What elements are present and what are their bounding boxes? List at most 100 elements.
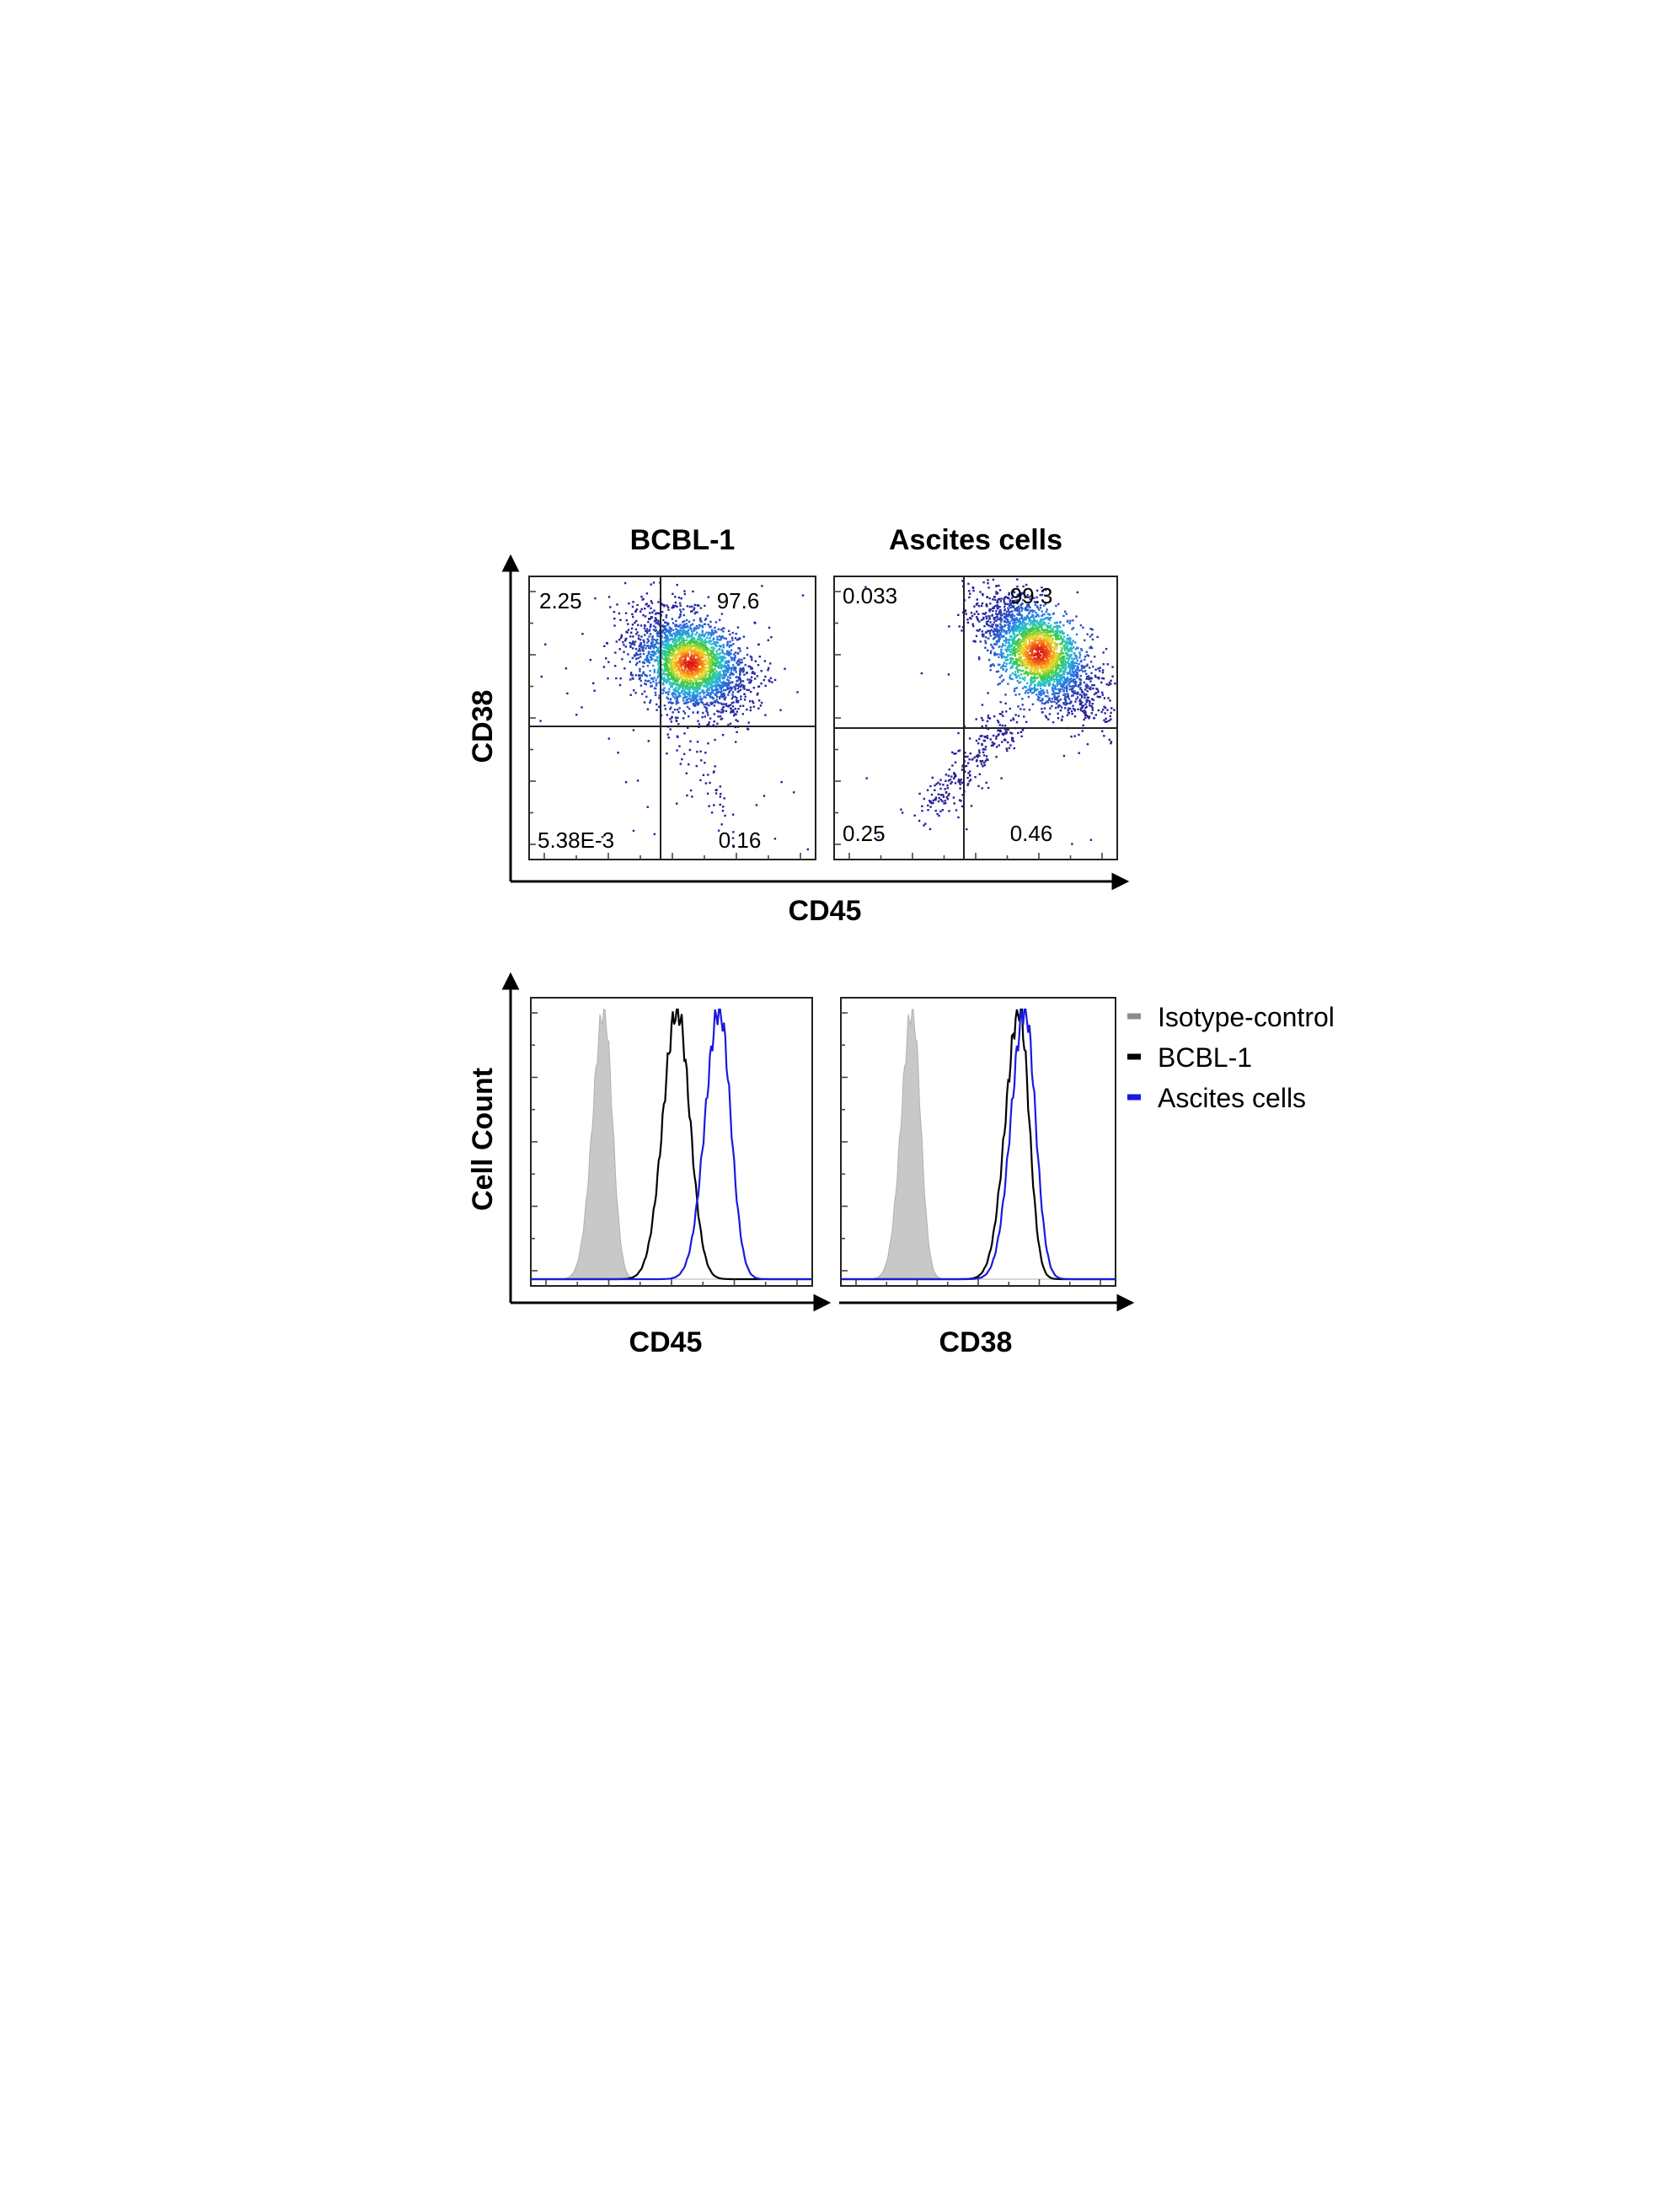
- event-dot: [1054, 653, 1057, 656]
- event-dot: [1055, 663, 1058, 666]
- event-dot: [709, 671, 713, 673]
- event-dot: [709, 659, 711, 661]
- event-dot: [1017, 628, 1019, 630]
- event-dot: [665, 651, 667, 654]
- event-dot: [651, 636, 654, 639]
- event-dot: [1054, 671, 1057, 673]
- event-dot: [1050, 639, 1052, 641]
- event-dot: [1002, 652, 1004, 655]
- event-dot: [1097, 667, 1100, 670]
- event-dot: [1048, 664, 1051, 667]
- event-dot: [702, 690, 704, 694]
- event-dot: [998, 612, 1001, 615]
- event-dot: [1004, 640, 1008, 644]
- event-dot: [674, 687, 677, 689]
- event-dot: [1052, 650, 1055, 653]
- event-dot: [694, 672, 697, 675]
- event-dot: [1104, 720, 1107, 723]
- event-dot: [1068, 643, 1071, 645]
- event-dot: [656, 677, 659, 679]
- event-dot: [698, 701, 700, 704]
- event-dot: [716, 672, 719, 676]
- event-dot: [634, 628, 638, 631]
- event-dot: [670, 629, 672, 633]
- event-dot: [1081, 701, 1084, 704]
- event-dot: [1052, 690, 1055, 693]
- event-dot: [1061, 688, 1064, 690]
- event-dot: [699, 636, 702, 639]
- event-dot: [701, 666, 704, 668]
- event-dot: [677, 624, 679, 628]
- event-dot: [1073, 692, 1075, 695]
- event-dot: [1084, 684, 1088, 688]
- event-dot: [1037, 680, 1041, 683]
- event-dot: [1015, 599, 1018, 602]
- event-dot: [1012, 605, 1015, 608]
- event-dot: [1040, 643, 1042, 645]
- event-dot: [635, 657, 638, 661]
- event-dot: [987, 629, 990, 632]
- event-dot: [1028, 688, 1031, 690]
- event-dot: [652, 664, 655, 667]
- event-dot: [1019, 632, 1021, 635]
- event-dot: [1040, 636, 1042, 640]
- event-dot: [998, 676, 1001, 678]
- event-dot: [1101, 671, 1105, 674]
- event-dot: [685, 619, 688, 622]
- event-dot: [1068, 640, 1072, 642]
- event-dot: [688, 676, 690, 678]
- event-dot: [678, 674, 682, 677]
- event-dot: [1053, 700, 1056, 703]
- event-dot: [1030, 667, 1032, 669]
- event-dot: [632, 635, 634, 638]
- event-dot: [693, 668, 695, 671]
- event-dot: [718, 691, 721, 694]
- event-dot: [648, 646, 650, 650]
- event-dot: [985, 603, 988, 606]
- event-dot: [691, 665, 693, 668]
- event-dot: [741, 684, 744, 687]
- event-dot: [806, 848, 809, 851]
- event-dot: [735, 741, 737, 743]
- event-dot: [716, 666, 720, 668]
- event-dot: [714, 653, 716, 656]
- event-dot: [694, 704, 697, 706]
- x-ticks: [543, 853, 801, 860]
- event-dot: [663, 677, 666, 679]
- event-dot: [696, 651, 698, 654]
- event-dot: [663, 667, 666, 670]
- event-dot: [995, 619, 998, 622]
- event-dot: [708, 642, 710, 645]
- event-dot: [681, 668, 684, 671]
- event-dot: [666, 642, 669, 645]
- event-dot: [623, 644, 625, 646]
- event-dot: [682, 669, 684, 672]
- event-dot: [685, 772, 688, 774]
- event-dot: [734, 686, 736, 688]
- event-dot: [679, 608, 682, 611]
- event-dot: [1063, 647, 1066, 650]
- event-dot: [744, 695, 747, 698]
- event-dot: [729, 722, 732, 725]
- event-dot: [1065, 681, 1068, 683]
- event-dot: [1050, 630, 1052, 634]
- event-dot: [742, 669, 746, 672]
- event-dot: [669, 633, 672, 635]
- event-dot: [629, 673, 633, 676]
- event-dot: [696, 669, 698, 672]
- event-dot: [711, 702, 714, 705]
- event-dot: [704, 641, 707, 645]
- event-dot: [1018, 656, 1021, 660]
- event-dot: [691, 645, 693, 647]
- event-dot: [668, 655, 671, 657]
- event-dot: [710, 669, 713, 672]
- event-dot: [1053, 696, 1056, 699]
- event-dot: [649, 701, 651, 704]
- event-dot: [704, 619, 707, 621]
- event-dot: [632, 729, 635, 731]
- event-dot: [996, 603, 998, 607]
- event-dot: [1057, 603, 1060, 606]
- event-dot: [1047, 667, 1050, 669]
- event-dot: [1047, 631, 1050, 634]
- event-dot: [671, 667, 674, 669]
